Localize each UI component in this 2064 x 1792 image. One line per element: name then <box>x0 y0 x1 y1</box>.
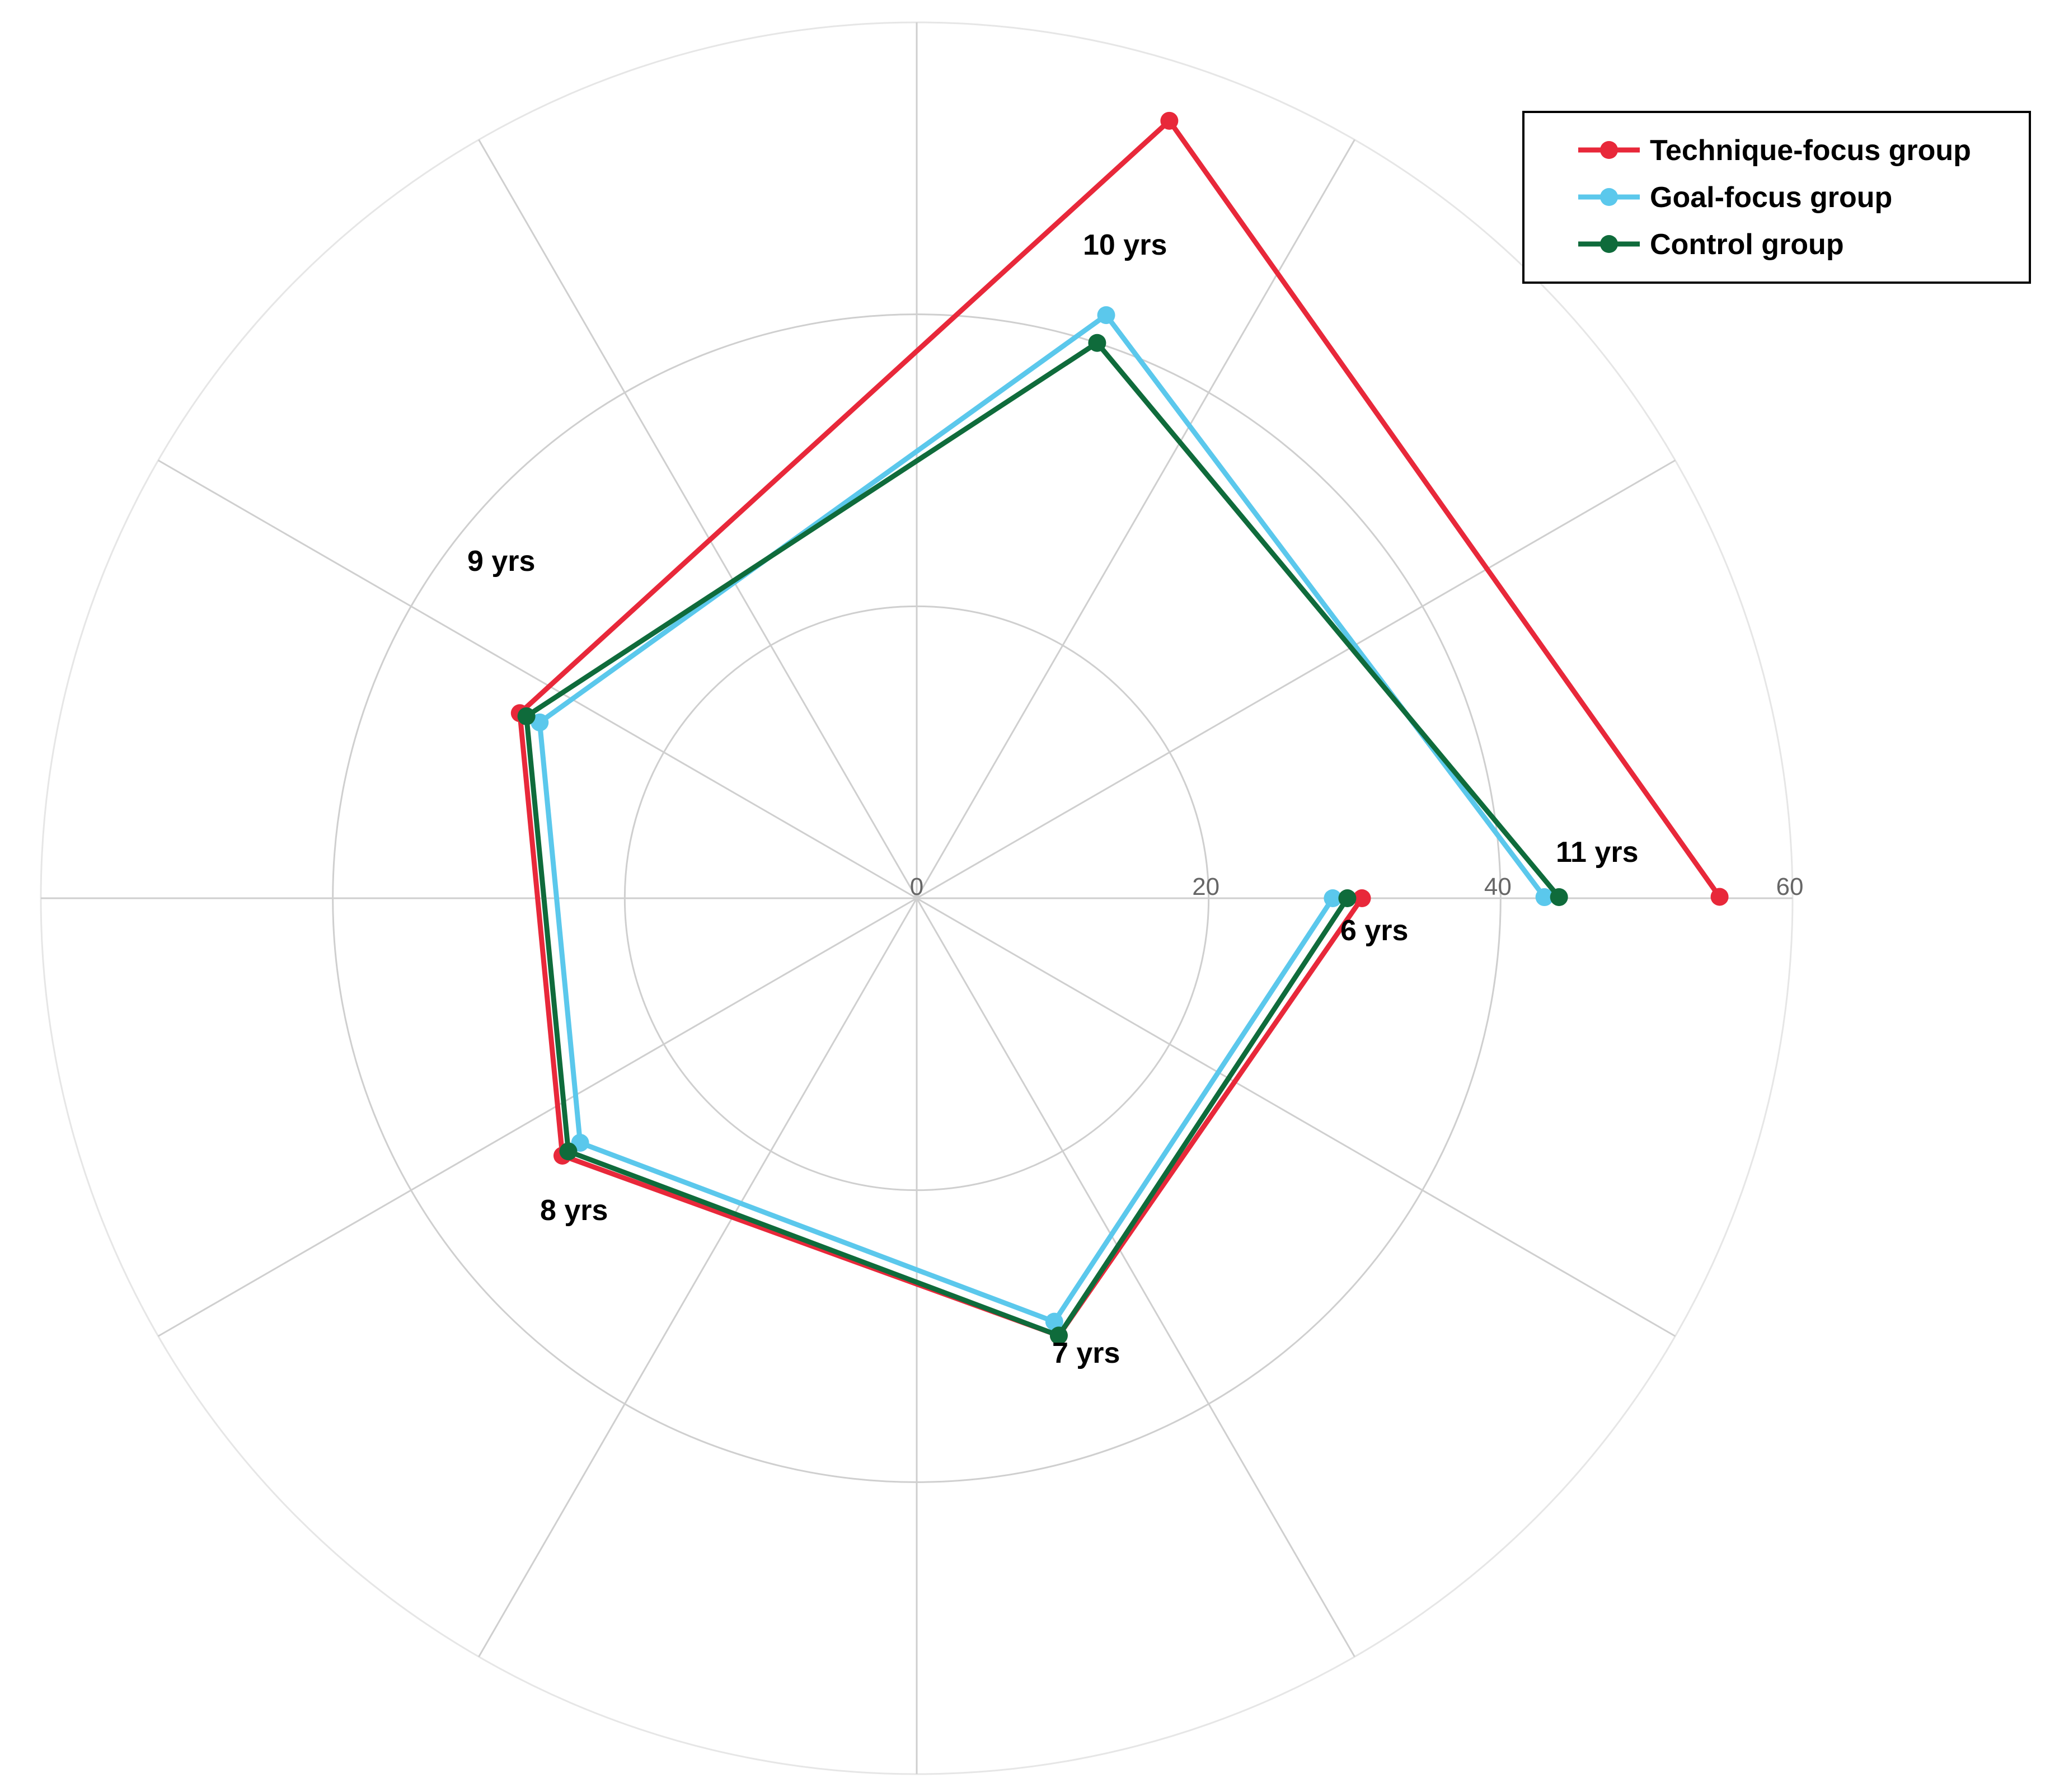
legend-label: Technique-focus group <box>1650 134 1971 167</box>
radial-tick-label: 0 <box>910 873 923 900</box>
grid-spoke <box>916 897 1676 1337</box>
data-point-1-1 <box>1045 1312 1063 1331</box>
legend-swatch-marker <box>1600 188 1618 206</box>
grid-spoke <box>916 898 1355 1658</box>
data-point-1-4 <box>1097 306 1115 325</box>
radial-tick-label: 20 <box>1192 873 1219 900</box>
category-label: 8 yrs <box>540 1194 608 1227</box>
category-label-layer: 6 yrs 7 yrs 8 yrs 9 yrs 10 yrs 11 yrs <box>467 229 1639 1369</box>
series-layer <box>510 111 1729 1345</box>
radial-tick-label: 60 <box>1776 873 1804 900</box>
legend-label: Control group <box>1650 228 1844 261</box>
data-point-1-0 <box>1324 889 1342 907</box>
category-label: 6 yrs <box>1340 914 1408 947</box>
series-line-2 <box>524 340 1561 1338</box>
category-label: 11 yrs <box>1556 836 1639 869</box>
category-label: 9 yrs <box>467 545 535 578</box>
category-label: 7 yrs <box>1052 1337 1120 1369</box>
tick-layer: 0 20 40 60 <box>910 873 1804 900</box>
grid-spoke <box>157 459 917 899</box>
grid-spoke <box>916 459 1676 899</box>
grid-spoke <box>478 898 918 1658</box>
grid-spoke <box>157 897 917 1337</box>
data-point-2-5 <box>1550 888 1568 906</box>
grid-spoke <box>916 139 1355 899</box>
series-line-0 <box>517 118 1722 1338</box>
legend-label: Goal-focus group <box>1650 181 1892 214</box>
data-point-0-4 <box>1160 111 1179 130</box>
data-point-2-1 <box>1049 1326 1068 1345</box>
data-point-0-5 <box>1710 888 1729 906</box>
data-point-0-0 <box>1353 889 1371 907</box>
data-point-2-3 <box>517 707 536 725</box>
legend: Technique-focus group Goal-focus group Con… <box>1522 111 2031 284</box>
category-label: 10 yrs <box>1083 229 1167 261</box>
legend-swatch-marker <box>1600 141 1618 159</box>
data-point-1-5 <box>1535 888 1554 907</box>
legend-swatch-marker <box>1600 235 1618 253</box>
series-line-1 <box>537 312 1547 1325</box>
data-point-2-4 <box>1088 334 1106 352</box>
grid-spoke <box>478 139 918 899</box>
data-point-2-2 <box>559 1142 578 1161</box>
radial-tick-label: 40 <box>1484 873 1512 900</box>
data-point-2-0 <box>1338 889 1357 907</box>
